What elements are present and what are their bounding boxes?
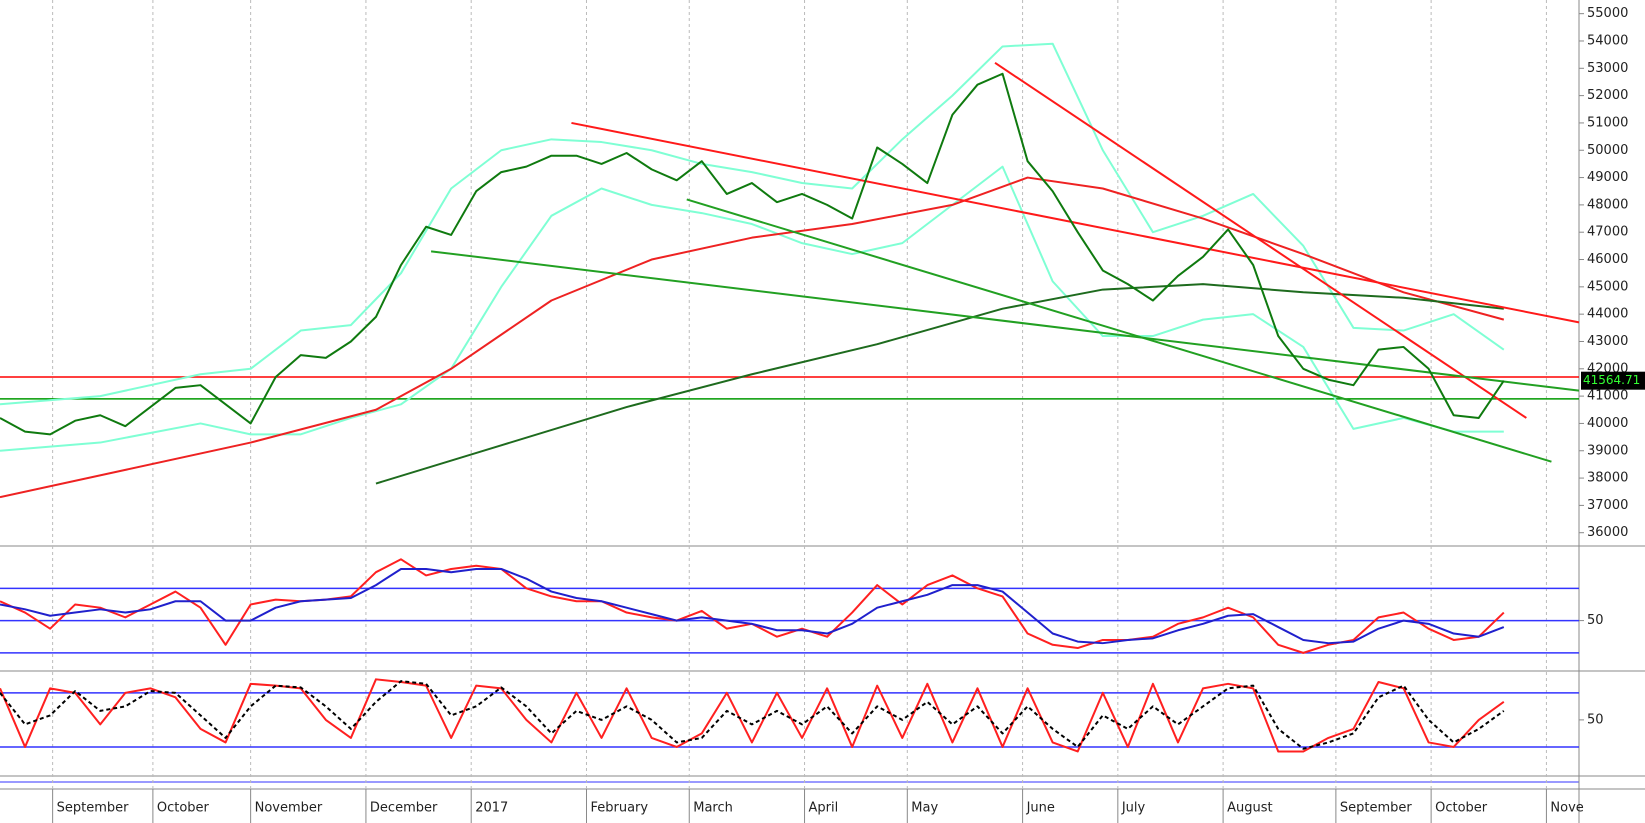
- series-line: [0, 680, 1505, 750]
- y-tick-label: 55000: [1587, 6, 1628, 21]
- y-tick-label: 40000: [1587, 416, 1628, 431]
- x-tick-label: December: [370, 801, 438, 816]
- x-tick-label: October: [157, 801, 210, 816]
- y-tick-label: 41000: [1587, 389, 1628, 404]
- x-tick-label: March: [693, 801, 733, 816]
- x-tick-label: June: [1026, 801, 1055, 816]
- y-tick-label: 49000: [1587, 170, 1628, 185]
- y-tick-label: 51000: [1587, 115, 1628, 130]
- last-price-label: 41564.71: [1583, 373, 1640, 387]
- y-tick-label: 38000: [1587, 471, 1628, 486]
- x-tick-label: February: [590, 801, 648, 816]
- series-line: [0, 567, 1505, 645]
- series-line: [375, 283, 1504, 485]
- y-tick-label: 45000: [1587, 279, 1628, 294]
- y-tick-label: 50: [1587, 613, 1604, 628]
- series-line: [0, 678, 1505, 753]
- x-tick-label: Nove: [1550, 801, 1583, 816]
- y-tick-label: 44000: [1587, 307, 1628, 322]
- x-tick-label: August: [1227, 801, 1273, 816]
- y-tick-label: 52000: [1587, 88, 1628, 103]
- x-tick-label: May: [911, 801, 938, 816]
- x-tick-label: April: [809, 801, 839, 816]
- series-line: [430, 250, 1580, 392]
- y-tick-label: 36000: [1587, 525, 1628, 540]
- y-tick-label: 53000: [1587, 61, 1628, 76]
- y-tick-label: 47000: [1587, 225, 1628, 240]
- last-price-box: [1581, 371, 1645, 390]
- series-line: [0, 165, 1504, 452]
- x-tick-label: September: [57, 801, 130, 816]
- y-tick-label: 46000: [1587, 252, 1628, 267]
- y-tick-label: 50: [1587, 712, 1604, 727]
- series-line: [0, 42, 1505, 406]
- y-tick-label: 54000: [1587, 33, 1628, 48]
- y-tick-label: 48000: [1587, 197, 1628, 212]
- x-tick-label: July: [1121, 801, 1146, 816]
- y-tick-label: 39000: [1587, 443, 1628, 458]
- series-line: [571, 121, 1580, 324]
- y-tick-label: 43000: [1587, 334, 1628, 349]
- y-tick-label: 50000: [1587, 143, 1628, 158]
- series-line: [994, 62, 1527, 419]
- x-tick-label: September: [1340, 801, 1413, 816]
- x-tick-label: November: [255, 801, 323, 816]
- x-tick-label: October: [1435, 801, 1488, 816]
- x-tick-label: 2017: [475, 801, 508, 816]
- y-tick-label: 37000: [1587, 498, 1628, 513]
- series-line: [686, 198, 1552, 463]
- series-line: [0, 72, 1505, 436]
